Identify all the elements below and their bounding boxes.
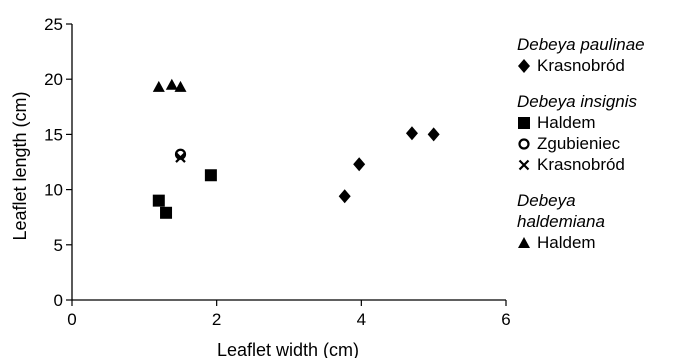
diamond-marker-icon [517, 55, 537, 76]
triangle-data-point [152, 80, 165, 92]
diamond-data-point [405, 126, 418, 141]
x-tick-label: 0 [67, 310, 76, 329]
legend-entry: Zgubieniec [517, 133, 687, 154]
diamond-legend-shape [518, 59, 530, 73]
square-marker-icon [517, 112, 537, 133]
legend-entry-label: Haldem [537, 233, 596, 252]
legend-entry-label: Zgubieniec [537, 134, 621, 153]
legend-group-title: Debeya insignis [517, 92, 638, 111]
legend-entry-label: Haldem [537, 113, 596, 132]
diamond-legend-glyph [518, 59, 530, 73]
legend: Debeya paulinae Krasnobród Debeya insign… [517, 34, 687, 268]
axes: 0 5 10 15 20 25 0 2 4 6 [44, 15, 510, 329]
legend-entry: Krasnobród [517, 154, 687, 175]
triangle-legend-glyph [518, 237, 530, 248]
legend-group-title: Debeya paulinae [517, 35, 645, 54]
cross-marker-icon [517, 154, 537, 175]
x-tick-label: 6 [501, 310, 510, 329]
legend-entry: Haldem [517, 232, 687, 253]
data-points [152, 78, 440, 219]
legend-group-debeya-insignis: Debeya insignis Haldem Zgubieniec Krasno… [517, 91, 687, 175]
diamond-data-point [353, 157, 366, 172]
y-tick-label: 25 [44, 15, 63, 34]
cross-legend-shape [518, 159, 530, 171]
legend-entry: Krasnobród [517, 55, 687, 76]
y-tick-label: 5 [54, 236, 63, 255]
circle-marker-icon [517, 133, 537, 154]
diamond-data-point [427, 127, 440, 142]
y-tick-label: 0 [54, 291, 63, 310]
y-axis-title: Leaflet length (cm) [10, 91, 30, 240]
scatter-plot: 0 5 10 15 20 25 0 2 4 6 Leaflet width (cm) Leafle… [10, 15, 510, 358]
square-data-point [204, 169, 217, 182]
square-legend-shape [518, 117, 530, 129]
triangle-legend-shape [518, 237, 530, 248]
legend-group-title-line: haldemiana [517, 212, 605, 231]
legend-entry-label: Krasnobród [537, 155, 625, 174]
x-tick-label: 2 [212, 310, 221, 329]
legend-group-debeya-paulinae: Debeya paulinae Krasnobród [517, 34, 687, 76]
triangle-data-point [165, 78, 178, 90]
diamond-data-point [338, 189, 351, 204]
legend-entry: Haldem [517, 112, 687, 133]
circle-legend-shape [518, 138, 530, 150]
y-tick-label: 20 [44, 70, 63, 89]
circle-legend-glyph [518, 138, 530, 150]
y-tick-label: 10 [44, 181, 63, 200]
square-data-point [152, 194, 165, 207]
legend-group-debeya-haldemiana: Debeya haldemiana Haldem [517, 190, 687, 253]
x-tick-label: 4 [357, 310, 366, 329]
square-legend-glyph [518, 117, 530, 129]
x-axis-title: Leaflet width (cm) [217, 340, 359, 358]
square-data-point [160, 206, 173, 219]
legend-entry-label: Krasnobród [537, 56, 625, 75]
y-tick-label: 15 [44, 125, 63, 144]
cross-legend-glyph [518, 159, 530, 171]
cross-data-point [175, 152, 186, 163]
triangle-marker-icon [517, 232, 537, 253]
legend-group-title-line: Debeya [517, 191, 576, 210]
triangle-data-point [174, 80, 187, 92]
